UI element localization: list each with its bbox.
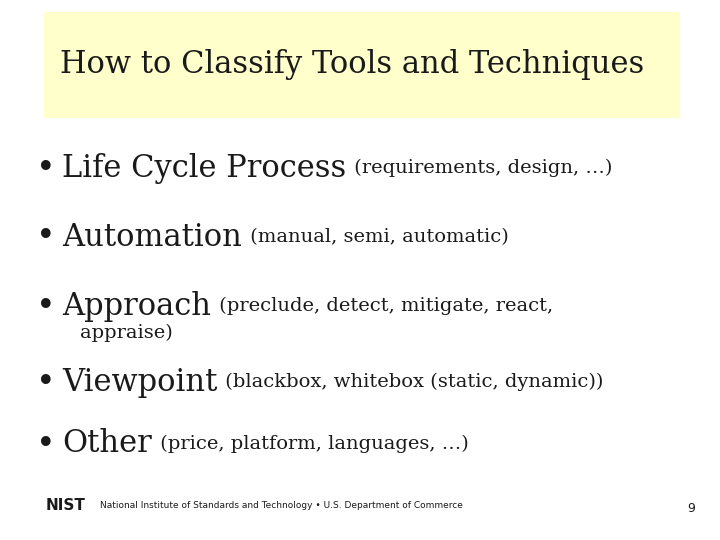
FancyBboxPatch shape bbox=[44, 12, 680, 118]
Text: National Institute of Standards and Technology • U.S. Department of Commerce: National Institute of Standards and Tech… bbox=[100, 501, 463, 510]
Text: (manual, semi, automatic): (manual, semi, automatic) bbox=[244, 228, 508, 246]
Text: •: • bbox=[36, 289, 56, 322]
Text: (blackbox, whitebox (static, dynamic)): (blackbox, whitebox (static, dynamic)) bbox=[220, 373, 604, 391]
Text: (price, platform, languages, …): (price, platform, languages, …) bbox=[154, 435, 469, 453]
Text: (preclude, detect, mitigate, react,: (preclude, detect, mitigate, react, bbox=[213, 297, 553, 315]
Text: appraise): appraise) bbox=[80, 324, 173, 342]
Text: Automation: Automation bbox=[62, 221, 242, 253]
Text: •: • bbox=[36, 152, 56, 185]
Text: NIST: NIST bbox=[46, 497, 86, 512]
Text: Other: Other bbox=[62, 429, 152, 460]
Text: 9: 9 bbox=[687, 502, 695, 515]
Text: Viewpoint: Viewpoint bbox=[62, 367, 217, 397]
Text: •: • bbox=[36, 220, 56, 253]
Text: •: • bbox=[36, 366, 56, 399]
Text: Life Cycle Process: Life Cycle Process bbox=[62, 152, 346, 184]
Text: How to Classify Tools and Techniques: How to Classify Tools and Techniques bbox=[60, 50, 644, 80]
Text: •: • bbox=[36, 428, 56, 461]
Text: Approach: Approach bbox=[62, 291, 211, 321]
Text: (requirements, design, …): (requirements, design, …) bbox=[348, 159, 613, 177]
